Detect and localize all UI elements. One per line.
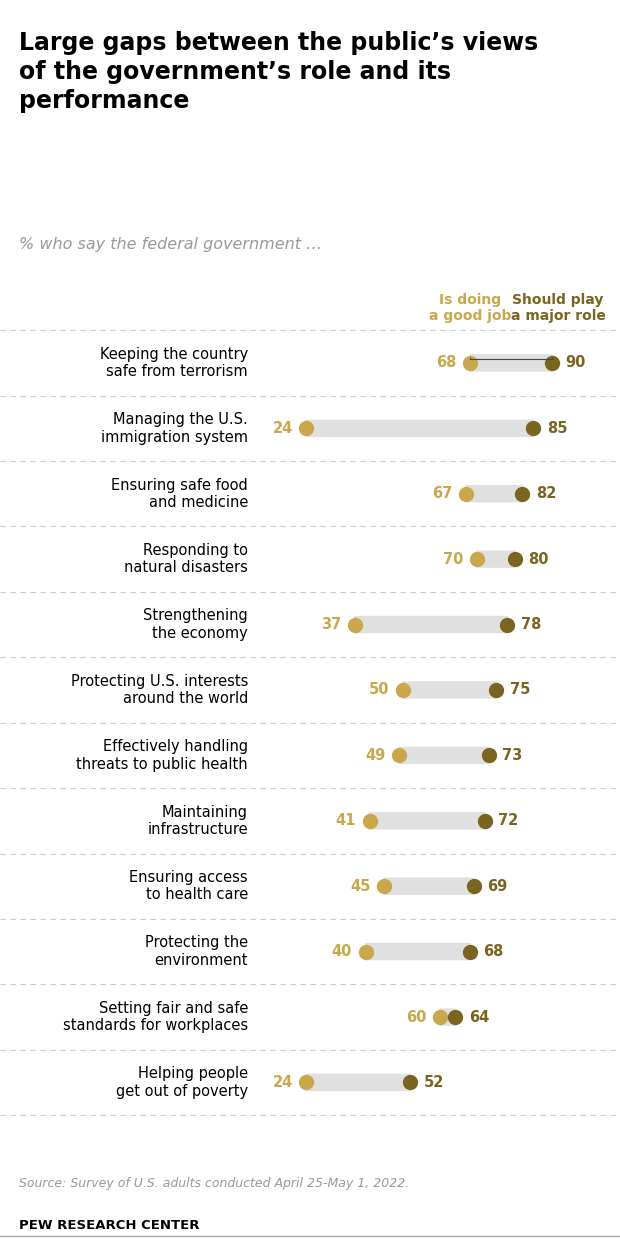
Text: 49: 49 — [365, 748, 386, 763]
Point — [350, 614, 360, 634]
FancyBboxPatch shape — [368, 812, 486, 830]
FancyBboxPatch shape — [469, 354, 553, 371]
Text: 64: 64 — [469, 1009, 489, 1024]
Text: Keeping the country
safe from terrorism: Keeping the country safe from terrorism — [100, 346, 248, 379]
Point — [502, 614, 512, 634]
Point — [510, 549, 520, 569]
FancyBboxPatch shape — [402, 682, 497, 699]
Text: % who say the federal government …: % who say the federal government … — [19, 237, 322, 252]
FancyBboxPatch shape — [383, 877, 475, 895]
Text: Protecting U.S. interests
around the world: Protecting U.S. interests around the wor… — [71, 674, 248, 706]
Text: 82: 82 — [536, 486, 556, 501]
FancyBboxPatch shape — [476, 551, 516, 568]
Text: 80: 80 — [528, 552, 549, 567]
Text: 85: 85 — [547, 421, 567, 436]
Text: 40: 40 — [332, 944, 352, 959]
Text: Helping people
get out of poverty: Helping people get out of poverty — [116, 1067, 248, 1099]
Text: 68: 68 — [436, 355, 456, 370]
Text: 41: 41 — [335, 814, 356, 829]
Point — [547, 353, 557, 373]
Text: PEW RESEARCH CENTER: PEW RESEARCH CENTER — [19, 1219, 199, 1231]
FancyBboxPatch shape — [305, 1074, 412, 1091]
Text: 45: 45 — [350, 878, 371, 893]
Text: Large gaps between the public’s views
of the government’s role and its
performan: Large gaps between the public’s views of… — [19, 31, 538, 112]
Point — [484, 745, 494, 765]
Text: Protecting the
environment: Protecting the environment — [145, 936, 248, 968]
FancyBboxPatch shape — [465, 485, 523, 502]
Text: Maintaining
infrastructure: Maintaining infrastructure — [148, 805, 248, 837]
FancyBboxPatch shape — [439, 1008, 456, 1025]
Point — [528, 419, 538, 439]
Point — [491, 680, 501, 700]
Point — [365, 811, 374, 831]
Point — [472, 549, 482, 569]
Text: 52: 52 — [424, 1075, 445, 1090]
Text: 72: 72 — [498, 814, 519, 829]
Text: Ensuring safe food
and medicine: Ensuring safe food and medicine — [111, 477, 248, 510]
Text: Source: Survey of U.S. adults conducted April 25-May 1, 2022.: Source: Survey of U.S. adults conducted … — [19, 1177, 409, 1190]
Point — [461, 483, 471, 503]
Point — [450, 1007, 460, 1027]
Text: Managing the U.S.
immigration system: Managing the U.S. immigration system — [101, 412, 248, 445]
Text: 50: 50 — [369, 683, 389, 698]
Point — [405, 1073, 415, 1093]
FancyBboxPatch shape — [305, 420, 534, 437]
FancyBboxPatch shape — [365, 943, 471, 961]
Text: 67: 67 — [432, 486, 453, 501]
FancyBboxPatch shape — [398, 746, 490, 764]
Text: 69: 69 — [487, 878, 508, 893]
Text: Effectively handling
threats to public health: Effectively handling threats to public h… — [76, 739, 248, 771]
Text: 60: 60 — [406, 1009, 427, 1024]
Text: 24: 24 — [272, 1075, 293, 1090]
Text: 75: 75 — [510, 683, 530, 698]
Text: Responding to
natural disasters: Responding to natural disasters — [124, 543, 248, 576]
Text: 37: 37 — [321, 617, 341, 632]
Text: 24: 24 — [272, 421, 293, 436]
Point — [465, 942, 475, 962]
Point — [398, 680, 408, 700]
Point — [379, 876, 389, 896]
Text: Is doing
a good job: Is doing a good job — [429, 293, 511, 323]
FancyBboxPatch shape — [353, 616, 508, 633]
Text: 73: 73 — [502, 748, 523, 763]
Text: 78: 78 — [521, 617, 541, 632]
Point — [301, 1073, 311, 1093]
Text: Setting fair and safe
standards for workplaces: Setting fair and safe standards for work… — [63, 1001, 248, 1033]
Point — [361, 942, 371, 962]
Text: 70: 70 — [443, 552, 464, 567]
Point — [435, 1007, 445, 1027]
Point — [394, 745, 404, 765]
Text: Strengthening
the economy: Strengthening the economy — [143, 608, 248, 640]
Point — [469, 876, 479, 896]
Point — [465, 353, 475, 373]
Point — [517, 483, 527, 503]
Text: 90: 90 — [565, 355, 586, 370]
Text: Should play
a major role: Should play a major role — [510, 293, 606, 323]
Text: Ensuring access
to health care: Ensuring access to health care — [130, 870, 248, 902]
Point — [301, 419, 311, 439]
Text: 68: 68 — [484, 944, 504, 959]
Point — [480, 811, 490, 831]
